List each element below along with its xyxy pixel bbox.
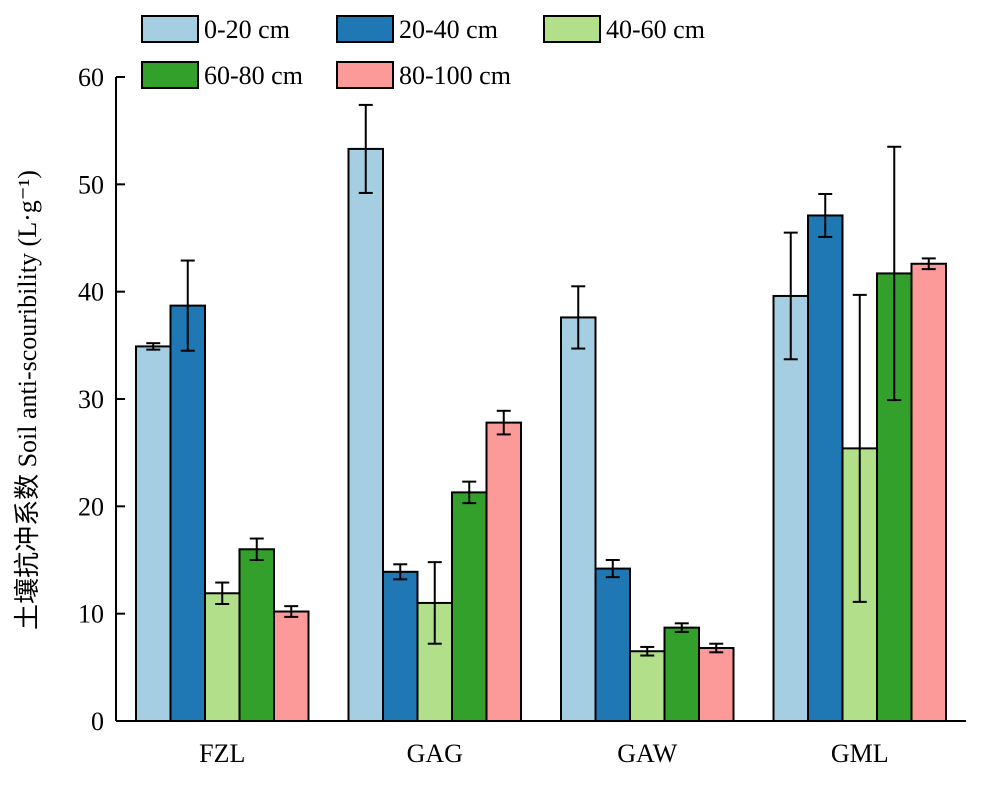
bars — [135, 103, 947, 723]
legend-swatch — [336, 15, 394, 43]
bar — [698, 647, 735, 722]
legend-swatch — [543, 15, 601, 43]
x-tick-label: GML — [831, 739, 889, 768]
y-tick-label: 10 — [78, 600, 104, 629]
y-tick-label: 0 — [91, 707, 104, 736]
bar — [629, 650, 666, 723]
bar — [273, 610, 310, 723]
bar — [594, 567, 631, 722]
bar — [204, 592, 241, 722]
bar — [807, 214, 844, 723]
bar — [560, 316, 597, 722]
legend-swatch — [336, 61, 394, 89]
bar — [238, 548, 275, 722]
y-tick-label: 50 — [78, 170, 104, 199]
bar — [451, 491, 488, 722]
y-tick-label: 40 — [78, 278, 104, 307]
y-tick-label: 20 — [78, 492, 104, 521]
legend-label: 80-100 cm — [399, 61, 511, 90]
bar — [910, 262, 947, 722]
bar — [169, 304, 206, 722]
bar — [135, 345, 172, 722]
legend-swatch — [141, 61, 199, 89]
legend-label: 20-40 cm — [399, 15, 498, 44]
x-axis: FZL GAG GAW GML — [116, 720, 966, 768]
bar — [663, 626, 700, 722]
x-tick-label: GAW — [617, 739, 677, 768]
y-axis-label: 土壤抗冲系数 Soil anti-scouribility (L·g⁻¹) — [13, 170, 42, 630]
bar — [347, 147, 384, 722]
bar — [485, 421, 522, 722]
y-axis: 0 10 20 30 40 50 60 — [78, 63, 125, 736]
legend-swatch — [141, 15, 199, 43]
bar — [382, 570, 419, 722]
y-tick-label: 30 — [78, 385, 104, 414]
legend: 0-20 cm 20-40 cm 40-60 cm 60-80 cm 80-100 cm — [141, 15, 705, 90]
x-tick-label: GAG — [407, 739, 463, 768]
legend-label: 0-20 cm — [204, 15, 290, 44]
x-tick-label: FZL — [199, 739, 245, 768]
y-tick-label: 60 — [78, 63, 104, 92]
legend-label: 40-60 cm — [606, 15, 705, 44]
legend-label: 60-80 cm — [204, 61, 303, 90]
